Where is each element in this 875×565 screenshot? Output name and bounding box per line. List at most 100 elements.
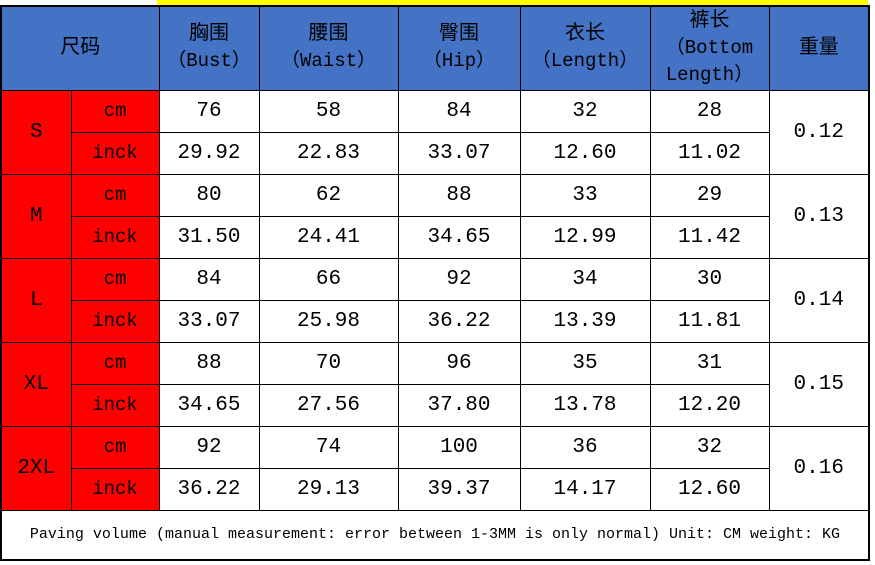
table-cell: 29.92 [158, 131, 260, 175]
table-cell: 66 [258, 257, 399, 301]
col-header-length-zh: 衣长 [565, 23, 605, 47]
table-cell: 92 [158, 425, 260, 469]
table-row-m-inck: inck 31.50 24.41 34.65 12.99 11.42 [1, 215, 869, 259]
unit-label-inch: inck [70, 467, 160, 511]
col-header-waist: 腰围 （Waist） [258, 5, 399, 91]
col-header-hip-en: （Hip） [422, 50, 496, 73]
table-cell: 31.50 [158, 215, 260, 259]
size-label-l: L [0, 257, 72, 343]
table-cell: 74 [258, 425, 399, 469]
unit-label-inch: inck [70, 299, 160, 343]
weight-cell: 0.16 [768, 425, 870, 511]
table-cell: 58 [258, 89, 399, 133]
table-cell: 22.83 [258, 131, 399, 175]
footer-row: Paving volume (manual measurement: error… [0, 509, 870, 561]
weight-cell: 0.13 [768, 173, 870, 259]
table-cell: 29.13 [258, 467, 399, 511]
table-cell: 12.20 [649, 383, 770, 427]
weight-cell: 0.15 [768, 341, 870, 427]
table-cell: 80 [158, 173, 260, 217]
table-cell: 62 [258, 173, 399, 217]
table-cell: 32 [649, 425, 770, 469]
table-row-m-cm: M cm 80 62 88 33 29 0.13 [0, 173, 870, 259]
col-header-hip-zh: 臀围 [439, 23, 479, 47]
table-cell: 33 [519, 173, 651, 217]
col-header-weight-zh: 重量 [798, 36, 839, 60]
table-row-l-cm: L cm 84 66 92 34 30 0.14 [0, 257, 870, 343]
table-cell: 96 [397, 341, 521, 385]
col-header-length-en: （Length） [531, 50, 639, 73]
table-cell: 13.78 [519, 383, 651, 427]
table-cell: 11.42 [649, 215, 770, 259]
table-row-l-inck: inck 33.07 25.98 36.22 13.39 11.81 [1, 299, 869, 343]
table-cell: 37.80 [397, 383, 521, 427]
table-cell: 28 [649, 89, 770, 133]
unit-label-cm: cm [70, 89, 160, 133]
col-header-bottom-length: 裤长 （Bottom Length） [649, 5, 770, 91]
col-header-bust-zh: 胸围 [189, 23, 229, 47]
col-header-bust: 胸围 （Bust） [158, 5, 260, 91]
table-cell: 33.07 [397, 131, 521, 175]
unit-label-inch: inck [70, 383, 160, 427]
table-row-2xl-inck: inck 36.22 29.13 39.37 14.17 12.60 [1, 467, 869, 511]
table-row-xl-inck: inck 34.65 27.56 37.80 13.78 12.20 [1, 383, 869, 427]
table-cell: 14.17 [519, 467, 651, 511]
col-header-bottom-length-zh: 裤长 [689, 9, 730, 33]
table-cell: 24.41 [258, 215, 399, 259]
size-header: 尺码 [0, 5, 160, 91]
col-header-weight: 重量 [768, 5, 870, 91]
table-cell: 36.22 [397, 299, 521, 343]
weight-cell: 0.14 [768, 257, 870, 343]
size-label-m: M [0, 173, 72, 259]
table-cell: 39.37 [397, 467, 521, 511]
measurement-note: Paving volume (manual measurement: error… [0, 509, 870, 561]
weight-cell: 0.12 [768, 89, 870, 175]
table-row-s-inck: inck 29.92 22.83 33.07 12.60 11.02 [1, 131, 869, 175]
col-header-bottom-length-en: （Bottom Length） [665, 36, 754, 86]
col-header-hip: 臀围 （Hip） [397, 5, 521, 91]
table-cell: 36 [519, 425, 651, 469]
table-cell: 32 [519, 89, 651, 133]
unit-label-cm: cm [70, 173, 160, 217]
table-cell: 30 [649, 257, 770, 301]
col-header-waist-en: （Waist） [280, 50, 376, 73]
table-cell: 88 [397, 173, 521, 217]
table-cell: 11.02 [649, 131, 770, 175]
unit-label-cm: cm [70, 341, 160, 385]
table-cell: 36.22 [158, 467, 260, 511]
yellow-accent-strip [157, 0, 868, 6]
table-cell: 34.65 [158, 383, 260, 427]
unit-label-cm: cm [70, 257, 160, 301]
table-cell: 84 [158, 257, 260, 301]
table-cell: 25.98 [258, 299, 399, 343]
size-label-2xl: 2XL [0, 425, 72, 511]
col-header-bust-en: （Bust） [167, 50, 251, 73]
table-cell: 92 [397, 257, 521, 301]
table-cell: 29 [649, 173, 770, 217]
size-chart-table: 尺码 胸围 （Bust） 腰围 （Waist） 臀围 （Hip） 衣长 （Len… [0, 5, 870, 561]
table-cell: 34 [519, 257, 651, 301]
table-cell: 12.60 [519, 131, 651, 175]
table-cell: 13.39 [519, 299, 651, 343]
table-cell: 70 [258, 341, 399, 385]
table-row-2xl-cm: 2XL cm 92 74 100 36 32 0.16 [0, 425, 870, 511]
table-cell: 31 [649, 341, 770, 385]
table-cell: 12.60 [649, 467, 770, 511]
table-cell: 100 [397, 425, 521, 469]
col-header-waist-zh: 腰围 [308, 23, 349, 47]
unit-label-inch: inck [70, 215, 160, 259]
table-cell: 11.81 [649, 299, 770, 343]
size-label-s: S [0, 89, 72, 175]
table-row-xl-cm: XL cm 88 70 96 35 31 0.15 [0, 341, 870, 427]
unit-label-cm: cm [70, 425, 160, 469]
header-row: 尺码 胸围 （Bust） 腰围 （Waist） 臀围 （Hip） 衣长 （Len… [0, 5, 870, 91]
col-header-length: 衣长 （Length） [519, 5, 651, 91]
table-cell: 27.56 [258, 383, 399, 427]
table-row-s-cm: S cm 76 58 84 32 28 0.12 [0, 89, 870, 175]
table-cell: 34.65 [397, 215, 521, 259]
table-cell: 88 [158, 341, 260, 385]
table-cell: 33.07 [158, 299, 260, 343]
table-cell: 12.99 [519, 215, 651, 259]
table-cell: 84 [397, 89, 521, 133]
